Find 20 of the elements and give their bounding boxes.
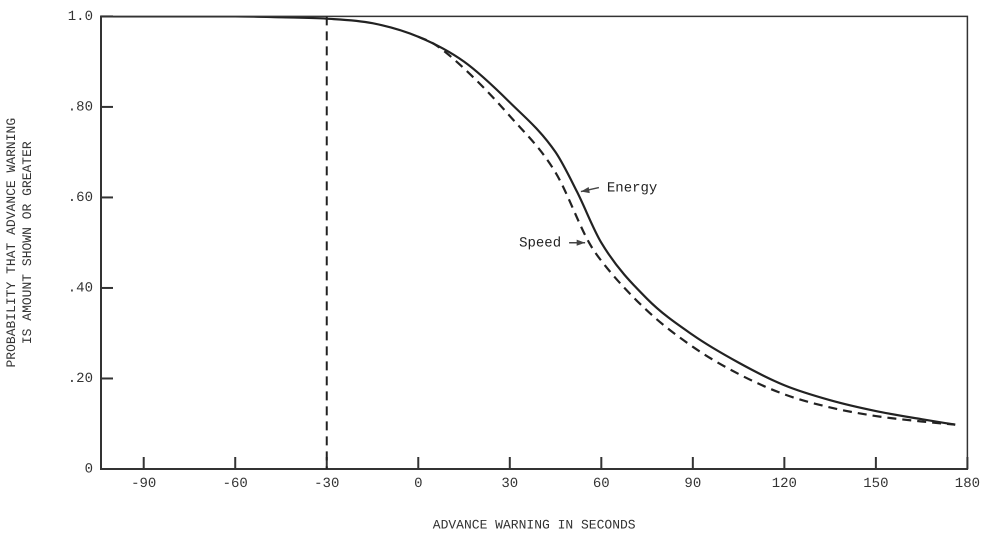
- y-axis-title: PROBABILITY THAT ADVANCE WARNING IS AMOUNT SHOWN OR GREATER: [4, 118, 35, 368]
- series-label: Energy: [606, 180, 658, 196]
- x-tick-label: -90: [131, 476, 156, 492]
- y-tick-label: .40: [68, 280, 93, 297]
- x-tick-label: 30: [501, 476, 518, 492]
- y-tick-label: .80: [68, 100, 93, 116]
- x-tick-label: -30: [314, 476, 340, 492]
- y-tick-label: .60: [68, 190, 93, 206]
- x-tick-label: 90: [684, 476, 702, 492]
- y-tick-label: 1.0: [68, 9, 93, 26]
- x-axis-title: ADVANCE WARNING IN SECONDS: [432, 518, 636, 533]
- x-tick-label: 120: [772, 476, 797, 492]
- y-tick-label: .20: [68, 371, 93, 388]
- y-tick-label: 0: [84, 462, 93, 478]
- x-tick-label: 0: [414, 476, 422, 492]
- x-tick-label: 150: [863, 476, 888, 492]
- series-label: Speed: [519, 235, 562, 252]
- x-tick-label: 180: [954, 476, 980, 492]
- x-tick-label: 60: [592, 476, 610, 492]
- x-tick-label: -60: [222, 476, 248, 492]
